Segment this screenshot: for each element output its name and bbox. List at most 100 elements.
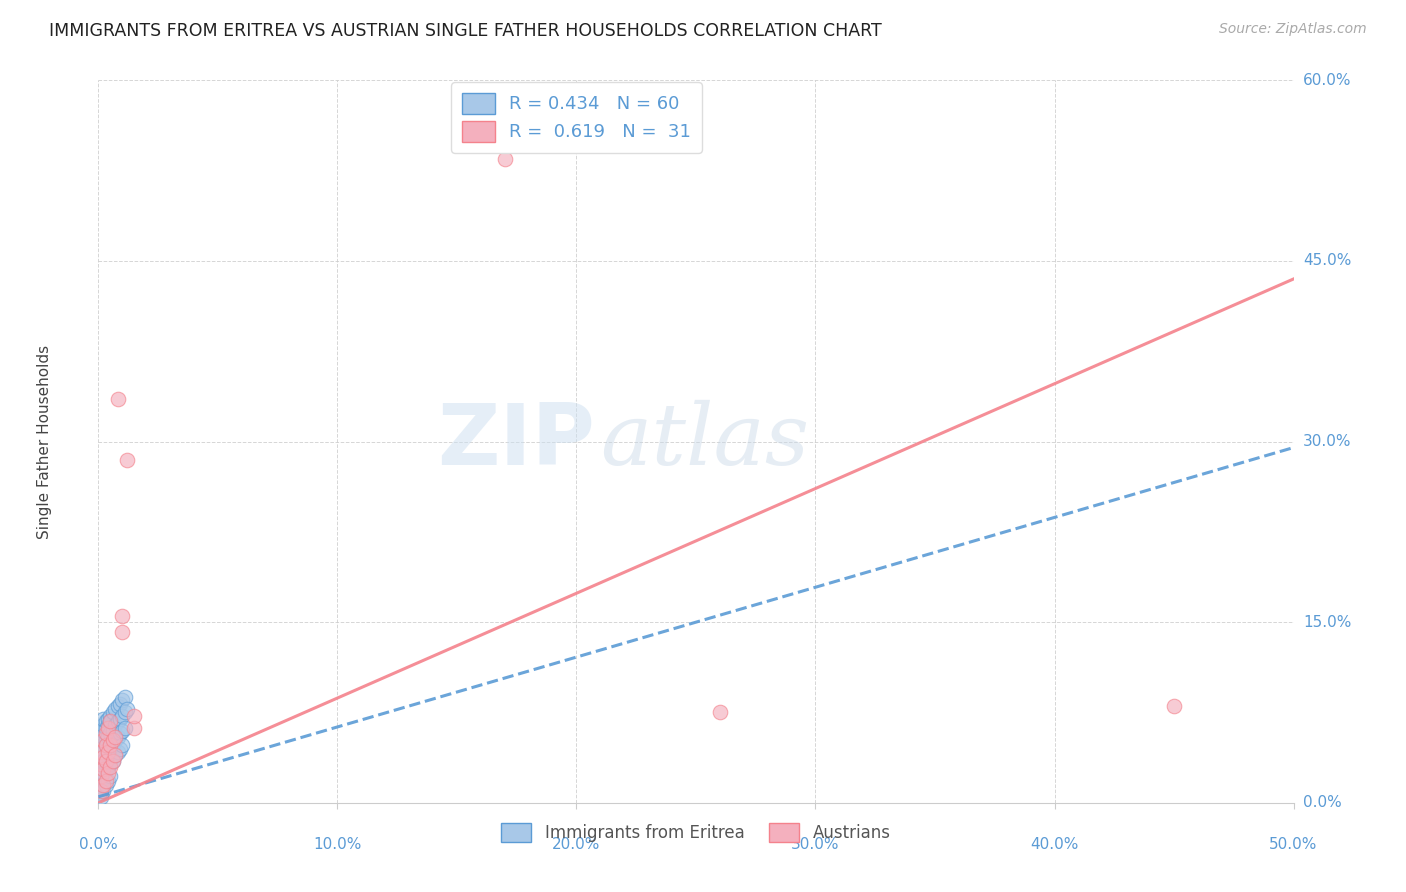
Point bbox=[90, 745, 112, 759]
Text: Source: ZipAtlas.com: Source: ZipAtlas.com bbox=[1219, 22, 1367, 37]
Text: 15.0%: 15.0% bbox=[1303, 615, 1351, 630]
Point bbox=[111, 693, 134, 707]
Point bbox=[91, 778, 114, 792]
Point bbox=[494, 152, 516, 166]
Point bbox=[98, 714, 122, 728]
Point bbox=[108, 712, 131, 726]
Point bbox=[94, 726, 117, 740]
Point bbox=[114, 721, 136, 735]
Point bbox=[94, 754, 117, 768]
Point bbox=[91, 717, 114, 731]
Point bbox=[97, 745, 120, 759]
Point bbox=[104, 733, 127, 747]
Text: 30.0%: 30.0% bbox=[792, 837, 839, 852]
Point bbox=[94, 778, 117, 792]
Point bbox=[94, 714, 117, 728]
Text: 0.0%: 0.0% bbox=[79, 837, 118, 852]
Point bbox=[97, 721, 120, 735]
Text: 60.0%: 60.0% bbox=[1303, 73, 1351, 87]
Point bbox=[98, 757, 122, 772]
Text: Single Father Households: Single Father Households bbox=[37, 344, 52, 539]
Point bbox=[97, 730, 120, 744]
Point bbox=[90, 769, 112, 783]
Point bbox=[94, 721, 117, 735]
Point bbox=[90, 784, 112, 798]
Point bbox=[97, 765, 120, 780]
Point bbox=[97, 712, 120, 726]
Point bbox=[91, 765, 114, 780]
Point bbox=[91, 762, 114, 776]
Text: 45.0%: 45.0% bbox=[1303, 253, 1351, 268]
Point bbox=[111, 609, 134, 624]
Point bbox=[91, 750, 114, 764]
Point bbox=[98, 741, 122, 756]
Point bbox=[90, 786, 112, 800]
Point bbox=[97, 717, 120, 731]
Point bbox=[91, 784, 114, 798]
Point bbox=[115, 452, 138, 467]
Text: 0.0%: 0.0% bbox=[1303, 796, 1341, 810]
Point bbox=[90, 757, 112, 772]
Point bbox=[107, 714, 129, 728]
Point bbox=[107, 730, 129, 744]
Point bbox=[1163, 699, 1185, 714]
Text: 30.0%: 30.0% bbox=[1303, 434, 1351, 449]
Point bbox=[101, 738, 124, 752]
Point bbox=[91, 730, 114, 744]
Point bbox=[115, 702, 138, 716]
Point bbox=[108, 741, 131, 756]
Point bbox=[111, 723, 134, 738]
Point bbox=[91, 754, 114, 768]
Point bbox=[124, 709, 146, 723]
Point bbox=[101, 733, 124, 747]
Point bbox=[90, 774, 112, 789]
Point bbox=[94, 738, 117, 752]
Point bbox=[124, 721, 146, 735]
Point bbox=[114, 690, 136, 704]
Text: 50.0%: 50.0% bbox=[1270, 837, 1317, 852]
Point bbox=[104, 717, 127, 731]
Point bbox=[90, 762, 112, 776]
Point bbox=[94, 738, 117, 752]
Point bbox=[94, 762, 117, 776]
Point bbox=[91, 745, 114, 759]
Point bbox=[709, 706, 731, 720]
Point bbox=[114, 706, 136, 720]
Point bbox=[104, 730, 127, 744]
Point bbox=[91, 723, 114, 738]
Point bbox=[91, 733, 114, 747]
Point bbox=[98, 738, 122, 752]
Point bbox=[104, 747, 127, 762]
Point bbox=[90, 769, 112, 783]
Point bbox=[111, 738, 134, 752]
Point bbox=[98, 760, 122, 774]
Point bbox=[94, 733, 117, 747]
Point bbox=[107, 392, 129, 407]
Text: 20.0%: 20.0% bbox=[553, 837, 600, 852]
Point bbox=[101, 706, 124, 720]
Point bbox=[91, 712, 114, 726]
Point bbox=[97, 745, 120, 759]
Point bbox=[111, 624, 134, 639]
Point bbox=[91, 778, 114, 792]
Point bbox=[94, 754, 117, 768]
Point bbox=[101, 723, 124, 738]
Point bbox=[97, 774, 120, 789]
Point bbox=[108, 726, 131, 740]
Text: IMMIGRANTS FROM ERITREA VS AUSTRIAN SINGLE FATHER HOUSEHOLDS CORRELATION CHART: IMMIGRANTS FROM ERITREA VS AUSTRIAN SING… bbox=[49, 22, 882, 40]
Legend: Immigrants from Eritrea, Austrians: Immigrants from Eritrea, Austrians bbox=[495, 816, 897, 848]
Point bbox=[98, 714, 122, 728]
Point bbox=[98, 769, 122, 783]
Point bbox=[90, 750, 112, 764]
Text: 10.0%: 10.0% bbox=[314, 837, 361, 852]
Point bbox=[108, 697, 131, 711]
Point bbox=[97, 760, 120, 774]
Point bbox=[90, 757, 112, 772]
Point bbox=[90, 781, 112, 796]
Point bbox=[101, 754, 124, 768]
Point bbox=[111, 709, 134, 723]
Point bbox=[98, 726, 122, 740]
Point bbox=[94, 774, 117, 789]
Point bbox=[104, 702, 127, 716]
Point bbox=[107, 745, 129, 759]
